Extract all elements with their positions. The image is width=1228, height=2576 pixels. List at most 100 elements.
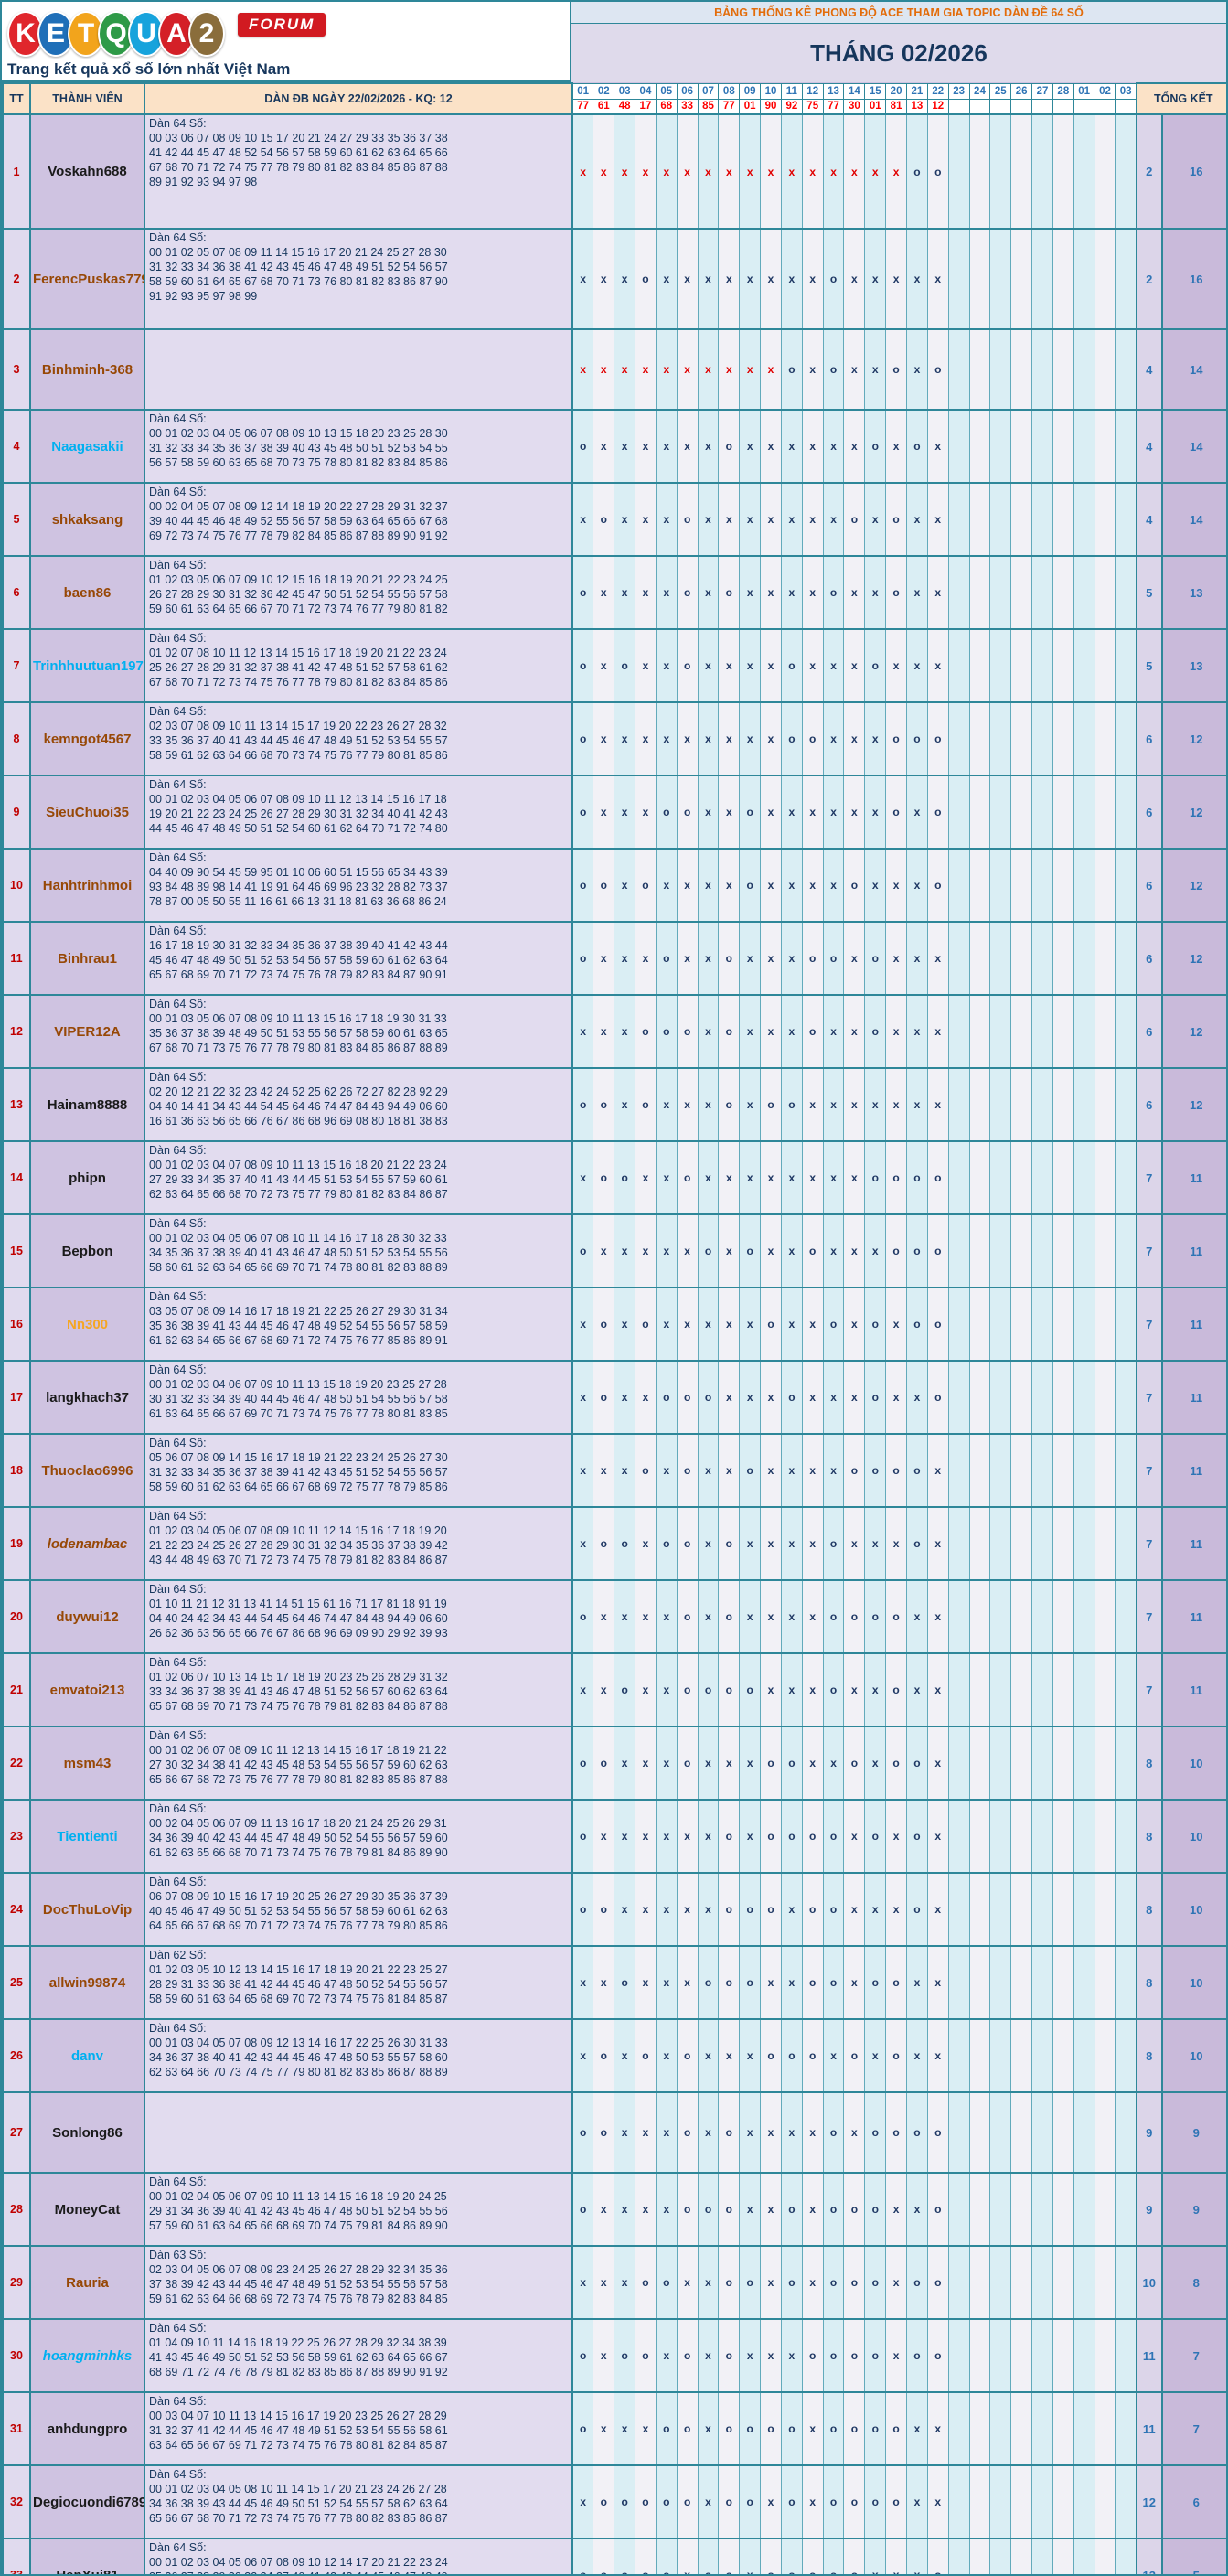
empty-mark	[989, 1799, 1012, 1874]
col-header-day-21: 25	[989, 82, 1012, 100]
empty-mark	[1115, 1726, 1137, 1801]
empty-mark	[968, 2391, 991, 2466]
miss-mark: x	[760, 2172, 782, 2247]
empty-mark	[947, 1140, 970, 1215]
empty-mark	[947, 2245, 970, 2320]
empty-mark	[1052, 2245, 1074, 2320]
month-title: THÁNG 02/2026	[571, 24, 1226, 82]
empty-mark	[1073, 994, 1095, 1069]
col-header-day-25: 01	[1073, 82, 1095, 100]
miss-mark: x	[801, 1652, 824, 1727]
miss-mark: x	[697, 1799, 720, 1874]
miss-mark: x	[843, 1067, 866, 1142]
col-header-day-12: 12	[801, 82, 824, 100]
dan-line: 27 30 32 34 38 41 42 43 45 48 53 54 55 5…	[149, 1758, 448, 1771]
member-row: 17 langkhach37 Dàn 64 Số: 00 01 02 03 04 06…	[2, 1360, 1226, 1435]
result-day-21	[989, 98, 1012, 115]
empty-mark	[947, 1506, 970, 1581]
dan-numbers-cell: Dàn 64 Số: 00 03 06 07 08 09 10 15 17 20 …	[144, 113, 573, 230]
miss-mark: x	[739, 1287, 762, 1362]
miss-mark: x	[614, 1287, 636, 1362]
empty-mark	[1052, 1067, 1074, 1142]
dan-line: 00 01 02 03 04 05 06 07 08 09 10 13 15 1…	[149, 427, 448, 440]
empty-mark	[1031, 409, 1053, 484]
empty-mark	[1031, 1360, 1053, 1435]
row-number: 33	[2, 2538, 31, 2574]
empty-mark	[1010, 1506, 1033, 1581]
win-mark: o	[801, 701, 824, 776]
dan-label: Dàn 64 Số:	[149, 2541, 207, 2554]
member-name: Thuoclao6996	[29, 1433, 145, 1508]
empty-mark	[1052, 994, 1074, 1069]
dan-line: 01 02 03 05 10 12 13 14 15 16 17 18 19 2…	[149, 1963, 448, 1976]
miss-mark: x	[885, 1287, 907, 1362]
miss-mark: x	[739, 1506, 762, 1581]
miss-mark: x	[676, 701, 699, 776]
dan-line: 62 63 64 66 70 73 74 75 77 79 80 81 82 8…	[149, 2066, 448, 2079]
win-mark: o	[739, 1433, 762, 1508]
col-header-day-2: 02	[593, 82, 615, 100]
empty-mark	[1115, 1213, 1137, 1288]
win-mark: o	[906, 1506, 928, 1581]
col-header-day-23: 27	[1031, 82, 1053, 100]
empty-mark	[989, 1726, 1012, 1801]
empty-mark	[1094, 228, 1116, 330]
empty-mark	[1115, 1872, 1137, 1947]
empty-mark	[947, 113, 970, 230]
miss-mark: x	[655, 1433, 678, 1508]
dan-label: Dàn 64 Số:	[149, 2175, 207, 2188]
win-mark: o	[718, 2172, 741, 2247]
miss-mark: x	[780, 409, 803, 484]
dan-line: 37 38 39 42 43 44 45 46 47 48 49 51 52 5…	[149, 2278, 448, 2291]
dan-line: 01 02 06 07 10 13 14 15 17 18 19 20 23 2…	[149, 1671, 448, 1683]
win-mark: o	[822, 228, 845, 330]
dan-label: Dàn 64 Số:	[149, 632, 207, 645]
win-mark: o	[614, 1945, 636, 2020]
empty-mark	[968, 409, 991, 484]
col-header-day-20: 24	[968, 82, 991, 100]
miss-mark: x	[760, 328, 782, 411]
win-mark: o	[614, 1140, 636, 1215]
empty-mark	[947, 1872, 970, 1947]
miss-mark: x	[780, 921, 803, 996]
miss-mark: x	[801, 1140, 824, 1215]
empty-mark	[989, 701, 1012, 776]
miss-mark: x	[843, 1506, 866, 1581]
dan-line: 57 59 60 61 63 64 65 66 68 69 70 74 75 7…	[149, 2219, 448, 2232]
empty-mark	[1094, 2391, 1116, 2466]
col-header-day-13: 13	[822, 82, 845, 100]
miss-mark: x	[864, 328, 887, 411]
empty-mark	[1073, 1506, 1095, 1581]
result-day-1: 77	[571, 98, 594, 115]
empty-mark	[947, 328, 970, 411]
win-mark: o	[926, 2245, 949, 2320]
empty-mark	[1052, 2318, 1074, 2393]
empty-mark	[1094, 1945, 1116, 2020]
total-wins: 7	[1135, 1433, 1163, 1508]
total-wins: 7	[1135, 1213, 1163, 1288]
win-mark: o	[718, 2464, 741, 2539]
win-mark: o	[780, 701, 803, 776]
empty-mark	[947, 628, 970, 703]
win-mark: o	[571, 1213, 594, 1288]
dan-line: 58 59 60 61 62 63 64 65 66 67 68 69 72 7…	[149, 1480, 448, 1493]
empty-mark	[989, 113, 1012, 230]
miss-mark: x	[718, 848, 741, 923]
win-mark: o	[571, 701, 594, 776]
win-mark: o	[571, 555, 594, 630]
win-mark: o	[926, 2538, 949, 2574]
miss-mark: x	[843, 1140, 866, 1215]
total-wins: 13	[1135, 2538, 1163, 2574]
miss-mark: x	[635, 1140, 657, 1215]
empty-mark	[1094, 409, 1116, 484]
win-mark: o	[885, 1213, 907, 1288]
empty-mark	[1115, 1506, 1137, 1581]
miss-mark: x	[801, 1287, 824, 1362]
empty-mark	[947, 994, 970, 1069]
miss-mark: x	[655, 2018, 678, 2093]
dan-line: 67 68 70 71 73 75 76 77 78 79 80 81 83 8…	[149, 1042, 448, 1054]
win-mark: o	[822, 1799, 845, 1874]
empty-mark	[1010, 1360, 1033, 1435]
